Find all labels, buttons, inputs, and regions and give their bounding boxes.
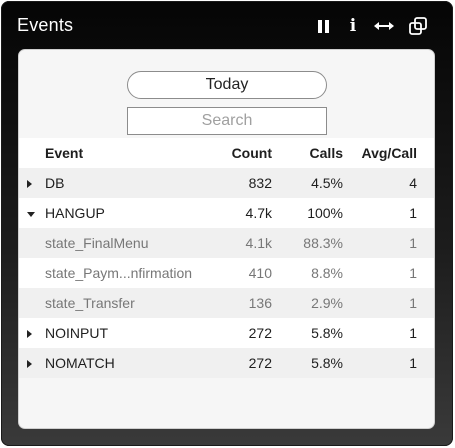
event-calls: 5.8% (311, 325, 343, 341)
table-header: Event Count Calls Avg/Call (19, 138, 434, 168)
event-calls: 100% (307, 205, 343, 221)
header-avg-call[interactable]: Avg/Call (361, 145, 418, 161)
pause-icon[interactable] (311, 16, 335, 36)
event-avg-call: 1 (409, 355, 417, 371)
event-name: state_Paym...nfirmation (45, 265, 193, 281)
event-count: 4.1k (245, 235, 272, 251)
resize-horizontal-icon[interactable] (369, 16, 399, 36)
event-name: state_FinalMenu (45, 235, 149, 251)
collapse-arrow-icon[interactable] (27, 198, 41, 228)
event-count: 272 (248, 355, 272, 371)
event-calls: 4.5% (311, 175, 343, 191)
event-calls: 2.9% (311, 295, 343, 311)
header-event[interactable]: Event (45, 145, 84, 161)
event-calls: 5.8% (311, 355, 343, 371)
header-calls[interactable]: Calls (309, 145, 343, 161)
table-row[interactable]: state_FinalMenu 4.1k 88.3% 1 (19, 228, 434, 258)
event-count: 272 (248, 325, 272, 341)
widget-title: Events (17, 15, 74, 35)
table-row[interactable]: DB 832 4.5% 4 (19, 168, 434, 198)
expand-arrow-icon[interactable] (27, 318, 41, 348)
event-count: 832 (248, 175, 272, 191)
event-avg-call: 1 (409, 205, 417, 221)
table-row[interactable]: HANGUP 4.7k 100% 1 (19, 198, 434, 228)
table-row[interactable]: state_Paym...nfirmation 410 8.8% 1 (19, 258, 434, 288)
event-avg-call: 1 (409, 235, 417, 251)
header-count[interactable]: Count (231, 145, 272, 161)
event-avg-call: 1 (409, 325, 417, 341)
event-calls: 88.3% (303, 235, 343, 251)
events-panel: Today Event Count Calls Avg/Call DB 832 … (18, 49, 435, 429)
table-row[interactable]: state_Transfer 136 2.9% 1 (19, 288, 434, 318)
expand-arrow-icon[interactable] (27, 168, 41, 198)
event-avg-call: 1 (409, 265, 417, 281)
table-row[interactable]: NOMATCH 272 5.8% 1 (19, 348, 434, 378)
event-name: DB (45, 175, 65, 191)
event-avg-call: 4 (409, 175, 417, 191)
popout-icon[interactable] (406, 16, 430, 36)
widget-titlebar: Events i (1, 1, 453, 51)
event-name: NOMATCH (45, 355, 115, 371)
event-count: 136 (248, 295, 272, 311)
expand-arrow-icon[interactable] (27, 348, 41, 378)
event-calls: 8.8% (311, 265, 343, 281)
event-name: NOINPUT (45, 325, 108, 341)
events-table: Event Count Calls Avg/Call DB 832 4.5% 4… (19, 138, 434, 378)
event-count: 410 (248, 265, 272, 281)
event-name: state_Transfer (45, 295, 135, 311)
date-range-button[interactable]: Today (127, 71, 327, 99)
info-icon[interactable]: i (349, 16, 357, 36)
table-row[interactable]: NOINPUT 272 5.8% 1 (19, 318, 434, 348)
event-name: HANGUP (45, 205, 105, 221)
event-avg-call: 1 (409, 295, 417, 311)
event-count: 4.7k (245, 205, 272, 221)
search-input[interactable] (127, 107, 327, 135)
